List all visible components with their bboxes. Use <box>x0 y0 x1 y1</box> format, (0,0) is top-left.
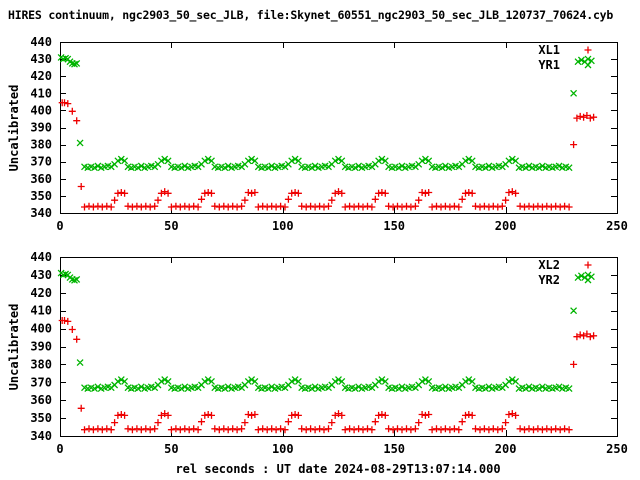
legend-label-XL1: XL1 <box>538 43 560 57</box>
x-tick-label: 250 <box>606 219 628 233</box>
legend-label-YR1: YR1 <box>538 58 560 72</box>
y-tick-label: 380 <box>30 357 52 371</box>
y-tick-label: 440 <box>30 250 52 264</box>
x-tick-label: 50 <box>164 219 178 233</box>
legend-marker-YR1 <box>584 61 592 69</box>
y-tick-label: 340 <box>30 206 52 220</box>
y-tick-label: 420 <box>30 286 52 300</box>
chart-title: HIRES continuum, ngc2903_50_sec_JLB, fil… <box>8 8 614 22</box>
y-tick-label: 430 <box>30 268 52 282</box>
series-YR1-points <box>57 53 595 172</box>
y-tick-label: 410 <box>30 304 52 318</box>
y-tick-label: 370 <box>30 155 52 169</box>
y-tick-label: 350 <box>30 189 52 203</box>
y-tick-label: 440 <box>30 35 52 49</box>
y-tick-label: 350 <box>30 411 52 425</box>
x-tick-label: 100 <box>272 442 294 456</box>
x-tick-label: 200 <box>495 442 517 456</box>
x-tick-label: 250 <box>606 442 628 456</box>
y-tick-label: 430 <box>30 52 52 66</box>
x-tick-label: 50 <box>164 442 178 456</box>
plot-frame-top <box>60 42 618 214</box>
plot-frame-bottom <box>60 257 618 437</box>
y-tick-label: 400 <box>30 322 52 336</box>
x-tick-label: 150 <box>383 219 405 233</box>
y-tick-label: 400 <box>30 103 52 117</box>
x-tick-label: 0 <box>56 442 63 456</box>
legend-label-YR2: YR2 <box>538 273 560 287</box>
y-tick-label: 360 <box>30 393 52 407</box>
y-tick-label: 360 <box>30 172 52 186</box>
legend-marker-XL2 <box>584 261 592 269</box>
series-YR2-points <box>57 269 595 393</box>
y-tick-label: 380 <box>30 138 52 152</box>
x-axis-label: rel seconds : UT date 2024-08-29T13:07:1… <box>175 462 501 476</box>
x-tick-label: 150 <box>383 442 405 456</box>
x-tick-label: 100 <box>272 219 294 233</box>
series-XL2-points <box>58 317 598 434</box>
legend-marker-YR2 <box>584 276 592 284</box>
y-tick-label: 340 <box>30 429 52 443</box>
y-tick-label: 370 <box>30 375 52 389</box>
x-tick-label: 200 <box>495 219 517 233</box>
x-tick-label: 0 <box>56 219 63 233</box>
series-XL1-points <box>58 99 598 211</box>
y-tick-label: 390 <box>30 121 52 135</box>
y-tick-label: 420 <box>30 69 52 83</box>
legend-label-XL2: XL2 <box>538 258 560 272</box>
legend-marker-XL1 <box>584 46 592 54</box>
y-tick-label: 390 <box>30 340 52 354</box>
y-tick-label: 410 <box>30 86 52 100</box>
